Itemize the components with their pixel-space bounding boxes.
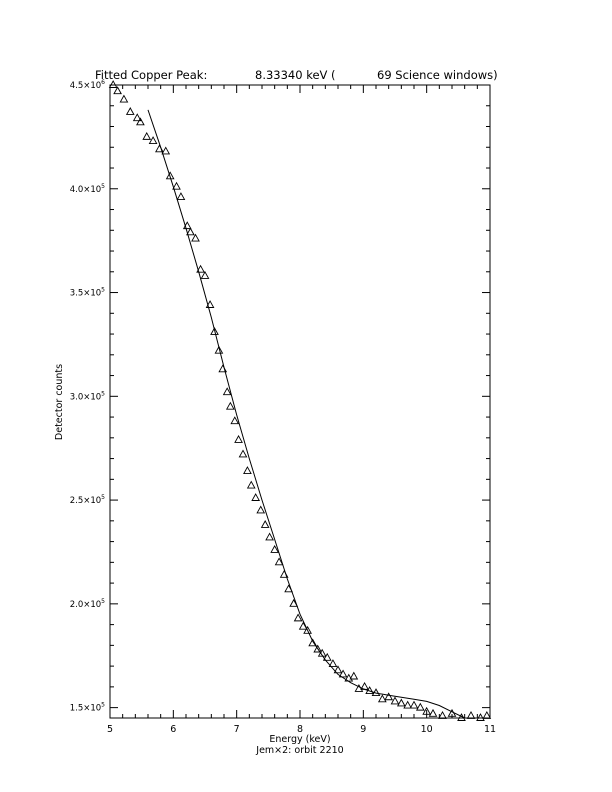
data-point	[161, 146, 171, 155]
data-point	[205, 300, 215, 308]
data-point	[186, 227, 195, 236]
data-point	[196, 264, 205, 273]
chart-title-windows: 69 Science windows)	[377, 68, 498, 82]
data-point	[119, 94, 129, 103]
data-point	[182, 221, 192, 230]
data-point	[251, 493, 261, 501]
data-point	[303, 625, 312, 634]
data-point	[422, 706, 432, 715]
y-tick-label: 4.0×105	[70, 183, 105, 195]
x-tick-label: 10	[421, 724, 433, 735]
data-point	[172, 181, 181, 190]
data-point	[317, 648, 327, 657]
fitted-curve	[147, 109, 465, 719]
y-tick-label: 4.5×106	[70, 79, 105, 91]
y-tick-label: 1.5×105	[70, 702, 105, 714]
data-point	[113, 86, 122, 95]
data-point	[214, 345, 224, 354]
data-point	[293, 613, 303, 622]
data-point	[230, 416, 240, 425]
data-point	[322, 652, 332, 661]
data-point	[234, 434, 243, 443]
data-point	[438, 710, 447, 719]
x-tick-label: 8	[297, 724, 303, 735]
data-point	[191, 233, 200, 242]
data-point	[338, 669, 348, 678]
x-tick-label: 6	[170, 724, 176, 735]
x-tick-label: 7	[234, 724, 240, 735]
data-point	[210, 327, 219, 335]
data-point	[289, 598, 299, 607]
data-point	[243, 466, 252, 474]
data-point	[409, 700, 419, 709]
data-point	[476, 713, 485, 721]
data-point	[384, 692, 394, 701]
data-point	[428, 708, 438, 717]
data-point	[354, 684, 364, 692]
data-point	[298, 621, 308, 630]
data-point	[218, 364, 228, 373]
y-tick-label: 2.5×105	[70, 494, 105, 506]
x-tick-label: 11	[484, 724, 496, 735]
data-point	[447, 708, 457, 717]
x-tick-label: 5	[107, 724, 113, 735]
data-point	[222, 387, 232, 396]
data-point	[246, 480, 256, 489]
data-point	[396, 698, 406, 707]
data-point	[333, 665, 343, 674]
x-axis-ticks	[109, 85, 491, 718]
y-tick-label: 2.0×105	[70, 598, 105, 610]
chart-title-energy: 8.33340 keV (	[255, 68, 336, 82]
y-axis-tick-labels: 1.5×105 2.0×105 2.5×105 3.0×105 3.5×105 4.0×1…	[70, 79, 105, 714]
data-point	[108, 80, 118, 88]
data-point	[225, 401, 235, 410]
chart-caption: Jem×2: orbit 2210	[255, 745, 343, 756]
data-point	[371, 688, 381, 697]
data-point	[142, 131, 152, 140]
y-tick-label: 3.0×105	[70, 390, 105, 402]
data-point	[415, 702, 425, 711]
data-point	[238, 449, 248, 458]
data-markers	[108, 80, 492, 721]
data-point	[313, 644, 323, 653]
data-point	[176, 192, 186, 201]
data-point	[148, 136, 158, 144]
y-axis-label: Detector counts	[54, 364, 65, 440]
data-point	[256, 505, 266, 514]
data-point	[200, 271, 210, 279]
data-point	[270, 544, 280, 553]
data-point	[265, 532, 274, 541]
data-point	[284, 584, 293, 593]
data-point	[328, 659, 338, 667]
data-point	[132, 113, 142, 122]
y-axis-ticks	[110, 84, 490, 709]
data-point	[377, 694, 387, 703]
data-point	[360, 681, 369, 690]
data-point	[165, 171, 175, 180]
data-point	[466, 710, 476, 719]
data-point	[274, 557, 284, 566]
data-point	[390, 696, 400, 705]
data-point	[365, 686, 375, 694]
data-point	[308, 638, 318, 647]
y-tick-label: 3.5×105	[70, 287, 105, 299]
data-point	[349, 671, 359, 680]
data-point	[125, 107, 135, 115]
chart-title-label: Fitted Copper Peak:	[95, 68, 207, 82]
data-point	[136, 117, 145, 126]
x-tick-label: 9	[360, 724, 366, 735]
data-point	[260, 520, 270, 528]
data-point	[482, 710, 492, 719]
data-point	[279, 569, 289, 578]
data-point	[155, 144, 164, 153]
x-axis-label: Energy (keV)	[269, 734, 330, 745]
x-axis-tick-labels: 5 6 7 8 9 10 11	[107, 724, 496, 735]
data-point	[403, 700, 413, 709]
plot-frame	[109, 84, 491, 719]
data-point	[457, 713, 466, 721]
